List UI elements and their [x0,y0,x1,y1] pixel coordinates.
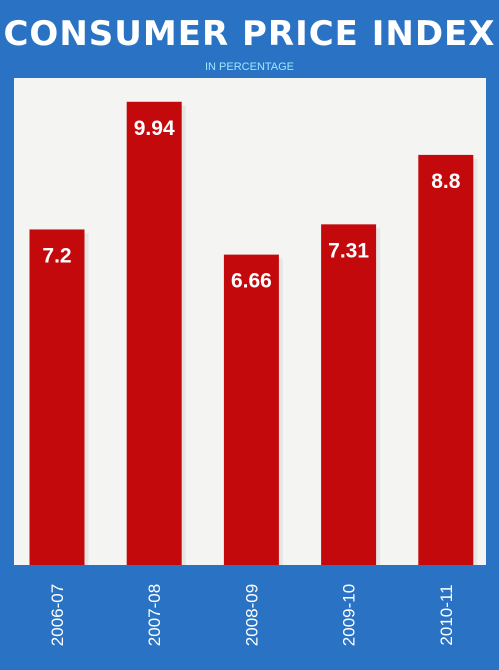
data-label: 8.8 [431,170,461,193]
bar-2006-07 [29,229,85,566]
bar-2008-09 [223,254,279,565]
bar-2009-10 [321,224,377,565]
x-tick-label: 2007-08 [145,584,164,646]
x-tick-label: 2008-09 [242,584,261,646]
chart-title: CONSUMER PRICE INDEX [3,14,496,54]
data-label: 7.31 [328,239,369,262]
data-label: 9.94 [134,117,175,140]
data-label: 7.2 [42,244,71,267]
x-tick-label: 2010-11 [437,584,456,645]
x-tick-label: 2009-10 [340,584,359,646]
chart-subtitle: IN PERCENTAGE [204,61,295,73]
bar-2010-11 [418,154,474,566]
bar-2007-08 [126,101,182,565]
x-tick-label: 2006-07 [48,584,67,646]
data-label: 6.66 [231,270,272,293]
